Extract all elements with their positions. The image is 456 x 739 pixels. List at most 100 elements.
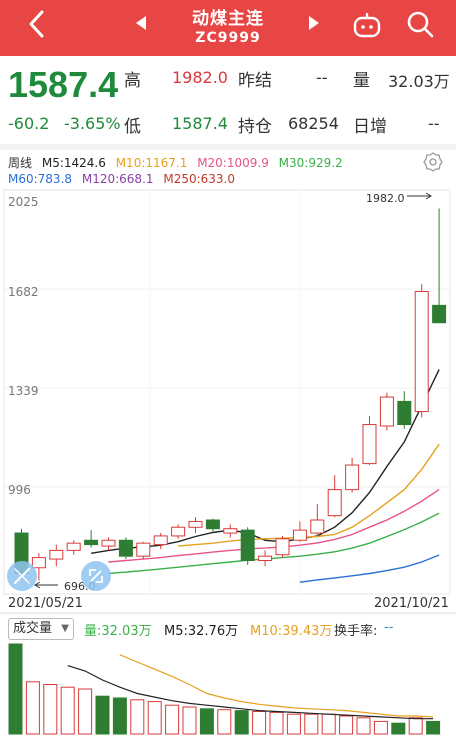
quote-panel: 1587.4 -60.2 -3.65% 高 1982.0 昨结 -- 量 32.… xyxy=(0,56,456,144)
candle-body xyxy=(136,542,151,557)
y-tick-1339: 1339 xyxy=(8,384,39,398)
ma-legend-row-1: 周线 M5:1424.6 M10:1167.1 M20:1009.9 M30:9… xyxy=(8,154,349,171)
ma5-label: M5:1424.6 xyxy=(41,156,106,170)
candle-body xyxy=(379,396,394,427)
ma120-label: M120:668.1 xyxy=(81,172,154,186)
max-arrow-head-icon xyxy=(425,192,432,200)
m60-line xyxy=(299,554,440,583)
candle-body xyxy=(84,539,99,546)
candle xyxy=(171,524,186,539)
candle-body xyxy=(66,542,81,551)
volume-bar xyxy=(199,708,214,735)
volume-bar xyxy=(304,713,319,735)
volume-bar xyxy=(408,717,423,735)
volume-m10-line xyxy=(119,654,434,718)
volume-bar xyxy=(25,681,40,735)
last-price: 1587.4 xyxy=(8,64,119,105)
open-interest-label: 持仓 xyxy=(238,117,272,137)
contract-code: ZC9999 xyxy=(195,30,261,46)
volume-bar xyxy=(391,722,406,735)
candle-body xyxy=(258,555,273,562)
min-arrow-head-icon xyxy=(34,581,41,589)
end-date: 2021/10/21 xyxy=(374,596,449,611)
candle-body xyxy=(49,549,64,560)
candle-body xyxy=(327,489,342,517)
candle xyxy=(258,550,273,567)
y-tick-1682: 1682 xyxy=(8,285,39,299)
candle xyxy=(153,533,168,549)
candle xyxy=(292,521,307,542)
volume-value: 32.03万 xyxy=(388,72,450,91)
m30-line xyxy=(108,512,440,575)
candle xyxy=(275,535,290,558)
volume-bar xyxy=(78,688,93,735)
volume-chart[interactable] xyxy=(0,640,456,736)
high-label: 高 xyxy=(124,71,141,91)
divider xyxy=(0,144,456,150)
volume-bar xyxy=(252,711,267,735)
prev-arrow-icon[interactable] xyxy=(133,14,149,32)
candle-body xyxy=(292,529,307,541)
back-arrow-icon[interactable] xyxy=(20,6,56,42)
candle-body xyxy=(153,535,168,546)
indicator-select[interactable]: 成交量 ▼ xyxy=(8,618,74,640)
period-label[interactable]: 周线 xyxy=(8,156,33,170)
candle xyxy=(205,518,220,532)
candlestick-chart[interactable]: 2025 1682 1339 996 1982.0 696.0 xyxy=(0,186,456,596)
y-tick-996: 996 xyxy=(8,483,31,497)
candle xyxy=(188,517,203,534)
volume-bar xyxy=(43,684,58,735)
candle-body xyxy=(205,519,220,530)
candle xyxy=(397,391,412,429)
volume-bar xyxy=(112,697,127,735)
ma60-label: M60:783.8 xyxy=(8,172,73,186)
candle xyxy=(136,541,151,560)
indicator-select-label: 成交量 xyxy=(13,621,53,636)
volume-bars-group xyxy=(8,643,441,735)
volume-bar xyxy=(339,715,354,735)
volume-bar xyxy=(426,720,441,735)
volume-bar xyxy=(165,704,180,735)
m10-line xyxy=(178,443,440,547)
volume-bar xyxy=(286,713,301,735)
volume-ma5: M5:32.76万 xyxy=(164,624,239,639)
ma10-label: M10:1167.1 xyxy=(115,156,188,170)
volume-bar xyxy=(130,699,145,735)
chevron-down-icon: ▼ xyxy=(61,623,69,634)
ma250-label: M250:633.0 xyxy=(163,172,235,186)
header-bar: 动煤主连 ZC9999 xyxy=(0,0,456,56)
candle-body xyxy=(275,538,290,556)
volume-bar xyxy=(321,713,336,735)
low-value: 1587.4 xyxy=(172,114,228,133)
ma20-label: M20:1009.9 xyxy=(197,156,269,170)
volume-bar xyxy=(8,643,23,735)
candle xyxy=(379,392,394,431)
robot-icon[interactable] xyxy=(352,10,382,40)
candle-body xyxy=(432,304,447,324)
low-label: 低 xyxy=(124,117,141,137)
volume-bar xyxy=(234,710,249,735)
candle xyxy=(414,284,429,418)
candle-body xyxy=(171,526,186,537)
volume-current: 量:32.03万 xyxy=(84,624,152,639)
candle-body xyxy=(345,464,360,491)
volume-bar xyxy=(373,720,388,735)
candle-body xyxy=(118,539,133,557)
volume-bar xyxy=(269,711,284,735)
daily-increase-label: 日增 xyxy=(353,117,387,137)
prev-settle-label: 昨结 xyxy=(238,71,272,91)
candle xyxy=(223,524,238,538)
search-icon[interactable] xyxy=(404,8,436,40)
candle xyxy=(362,415,377,466)
turnover-value: -- xyxy=(384,620,394,635)
volume-bar xyxy=(217,709,232,735)
volume-bar xyxy=(60,686,75,735)
next-arrow-icon[interactable] xyxy=(306,14,322,32)
candle xyxy=(31,553,46,581)
price-change: -60.2 xyxy=(8,114,50,133)
gear-icon[interactable] xyxy=(423,152,443,172)
volume-ma10: M10:39.43万 xyxy=(250,624,333,639)
candle-body xyxy=(414,290,429,413)
pen-icon xyxy=(13,567,31,585)
m20-line xyxy=(108,489,440,563)
